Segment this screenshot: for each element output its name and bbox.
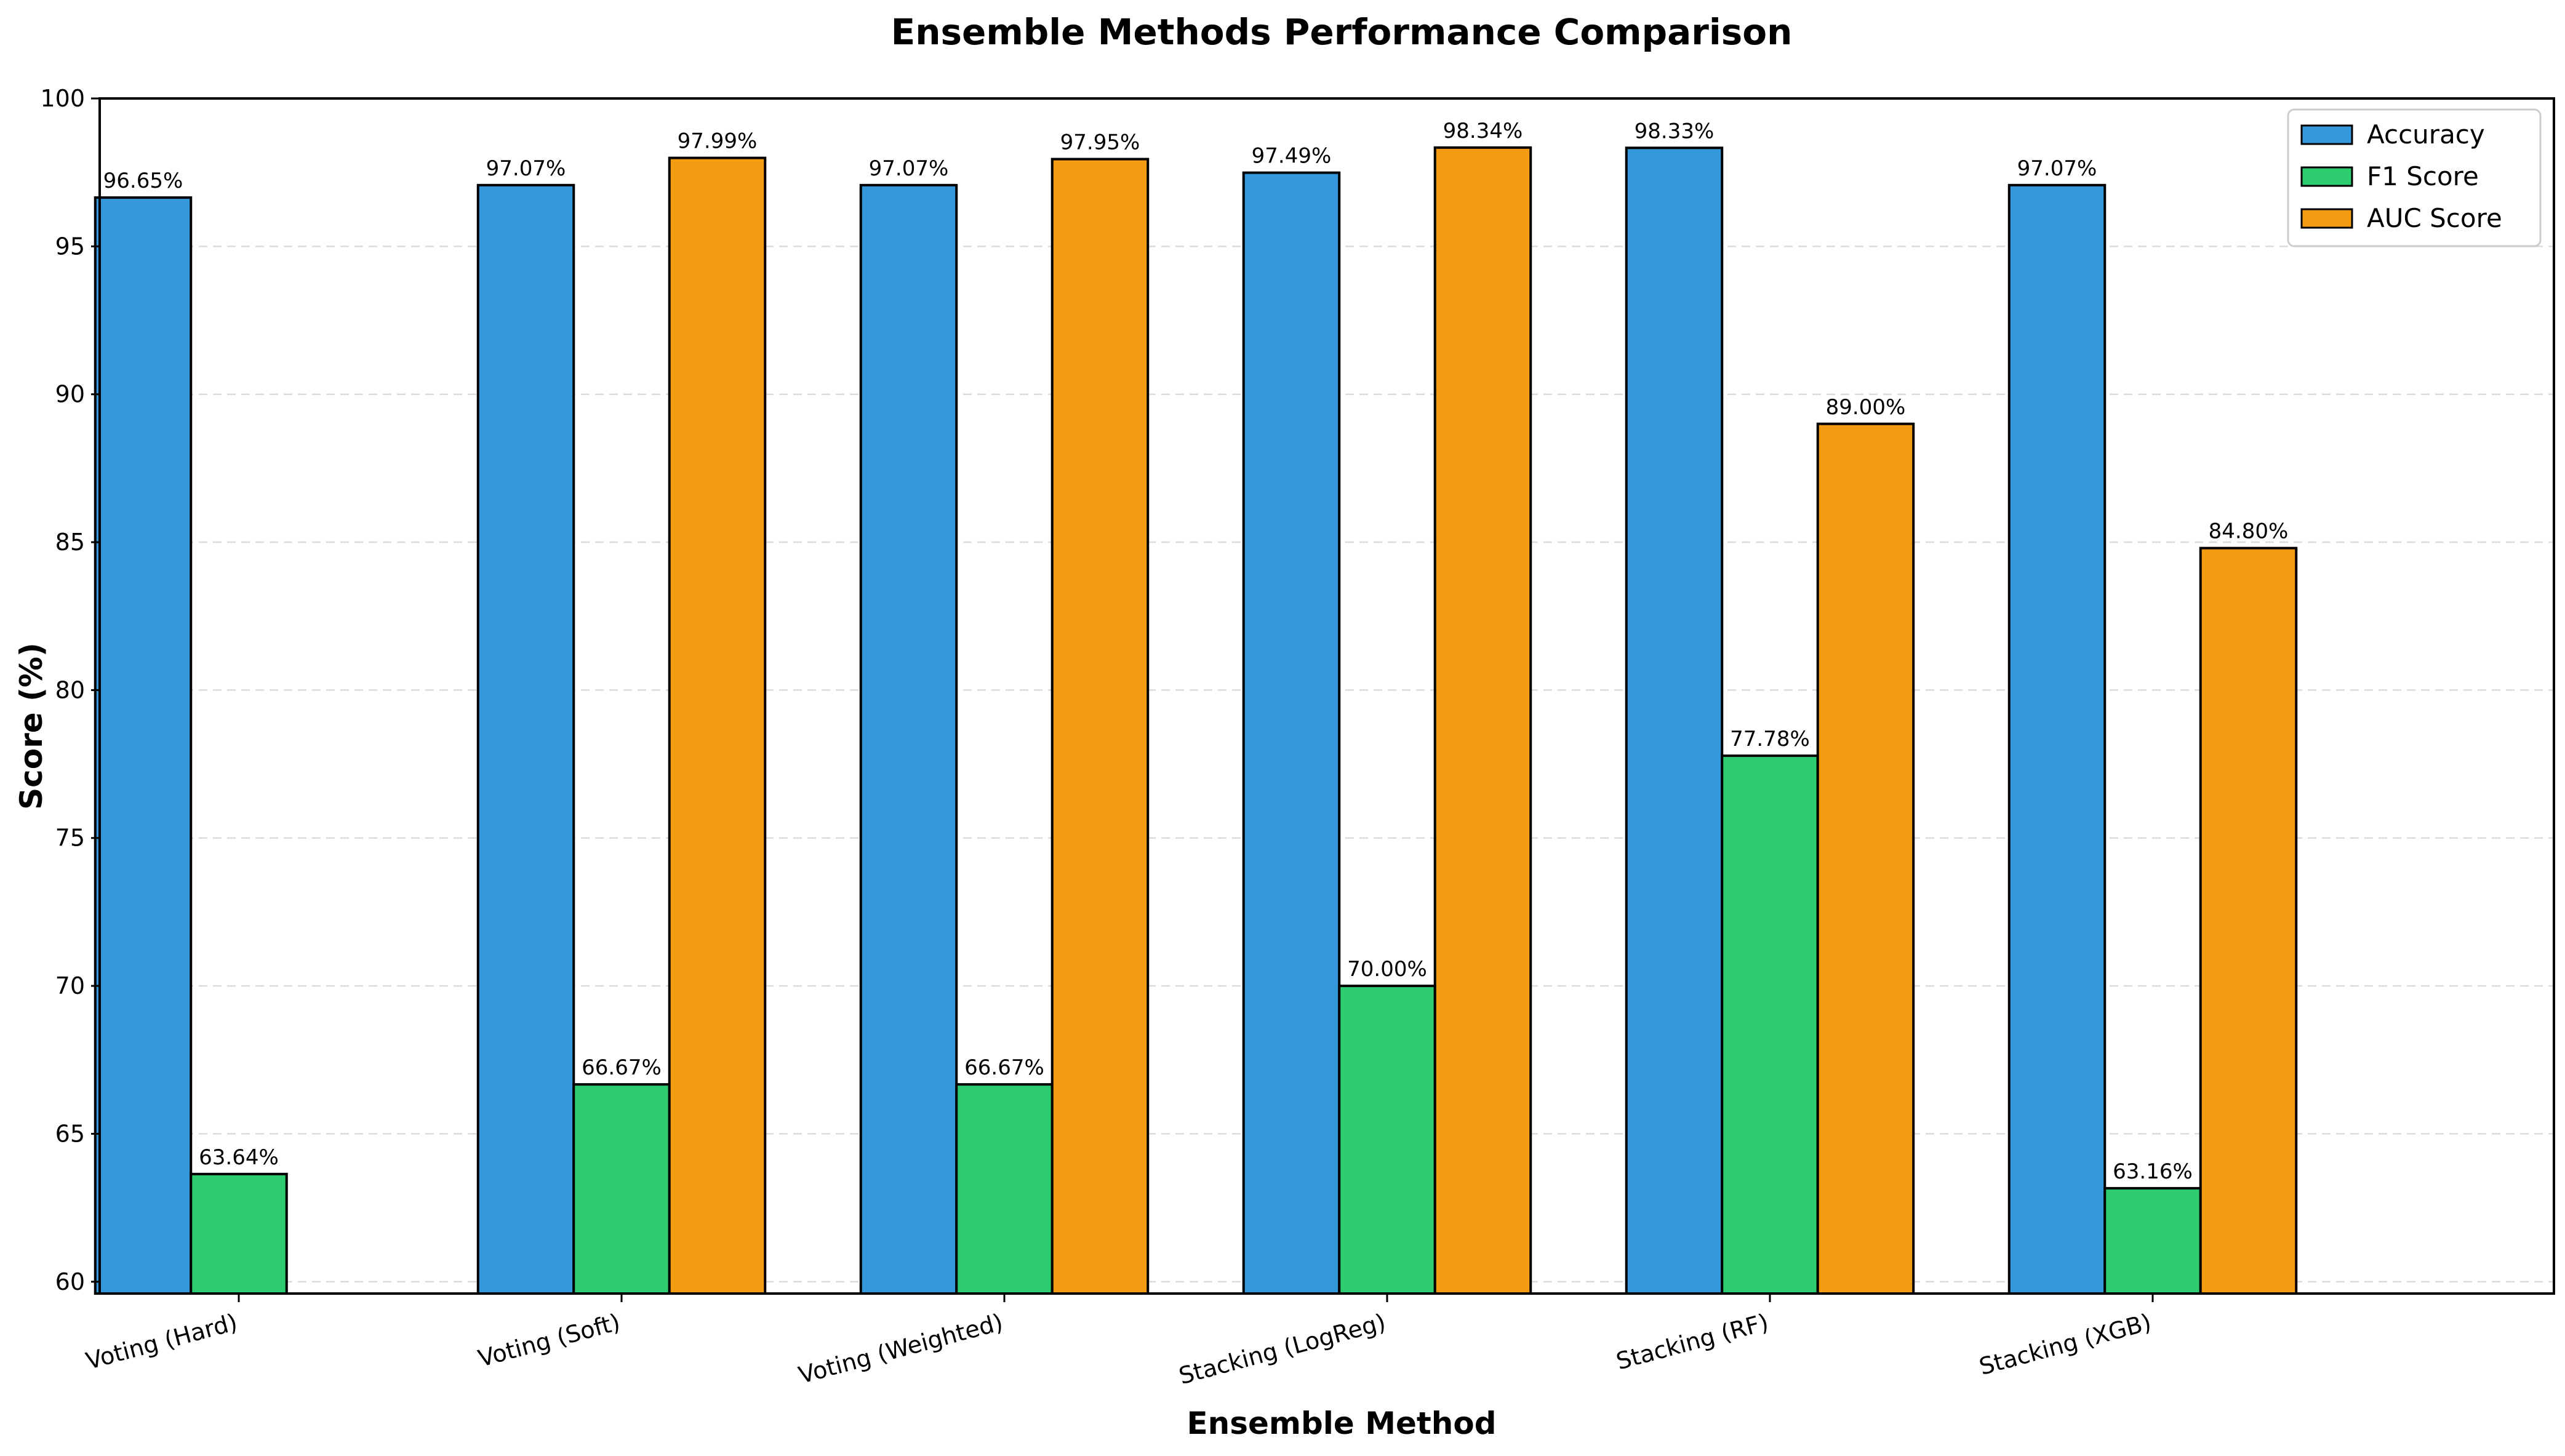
data-label: 97.07%: [2017, 156, 2097, 181]
y-axis-title: Score (%): [14, 642, 49, 810]
legend-swatch: [2300, 166, 2353, 187]
data-label: 84.80%: [2209, 519, 2289, 544]
bar-f1-score: [572, 1083, 671, 1295]
data-label: 66.67%: [964, 1055, 1044, 1080]
y-tick-label: 85: [55, 529, 85, 556]
data-label: 96.65%: [103, 169, 183, 193]
y-tick-label: 90: [55, 381, 85, 408]
legend-label: Accuracy: [2367, 119, 2485, 150]
bar-accuracy: [859, 183, 958, 1295]
legend-swatch: [2300, 124, 2353, 145]
data-label: 77.78%: [1730, 727, 1810, 751]
bar-f1-score: [1338, 985, 1436, 1295]
bar-f1-score: [1721, 754, 1819, 1295]
legend-swatch: [2300, 208, 2353, 229]
bar-accuracy: [1242, 171, 1341, 1295]
data-labels: 96.65% 63.64% 97.07% 66.67% 97.99% 97.07% 66.6…: [103, 119, 2289, 1184]
y-tick-label: 70: [55, 972, 85, 999]
y-tick-label: 65: [55, 1120, 85, 1147]
bar-accuracy: [1625, 146, 1724, 1295]
plot-frame: [98, 97, 2555, 1295]
legend-label: AUC Score: [2367, 203, 2502, 233]
data-label: 70.00%: [1347, 957, 1427, 982]
y-axis-ticks: 60 65 70 75 80 85 90 95 100: [40, 85, 100, 1295]
data-label: 89.00%: [1826, 395, 1906, 420]
bar-f1-score: [2103, 1186, 2202, 1295]
bar-auc-score: [1433, 146, 1532, 1295]
y-tick-label: 60: [55, 1268, 85, 1295]
bar-f1-score: [955, 1083, 1054, 1295]
bar-accuracy: [2007, 183, 2107, 1295]
y-tick-label: 80: [55, 676, 85, 703]
data-label: 97.99%: [678, 129, 758, 154]
data-label: 97.07%: [869, 156, 949, 181]
legend-label: F1 Score: [2367, 161, 2479, 191]
bars: [94, 146, 2298, 1295]
bar-auc-score: [1816, 422, 1915, 1295]
data-label: 97.95%: [1060, 130, 1140, 155]
y-tick-label: 75: [55, 825, 85, 852]
bar-auc-score: [2199, 546, 2298, 1295]
data-label: 63.16%: [2113, 1159, 2193, 1184]
legend: Accuracy F1 Score AUC Score: [2287, 108, 2542, 247]
y-tick-label: 95: [55, 233, 85, 260]
bar-auc-score: [1050, 158, 1150, 1295]
bar-auc-score: [668, 156, 767, 1295]
data-label: 98.33%: [1635, 119, 1715, 143]
data-label: 97.07%: [486, 156, 566, 181]
data-label: 66.67%: [582, 1055, 662, 1080]
x-axis-title: Ensemble Method: [1186, 1406, 1496, 1441]
bar-f1-score: [190, 1172, 288, 1295]
y-tick-label: 100: [40, 85, 85, 112]
data-label: 63.64%: [199, 1145, 279, 1170]
chart-title: Ensemble Methods Performance Comparison: [891, 11, 1793, 53]
bar-accuracy: [94, 196, 193, 1295]
data-label: 98.34%: [1443, 119, 1523, 143]
bar-accuracy: [476, 183, 575, 1295]
data-label: 97.49%: [1252, 144, 1332, 169]
